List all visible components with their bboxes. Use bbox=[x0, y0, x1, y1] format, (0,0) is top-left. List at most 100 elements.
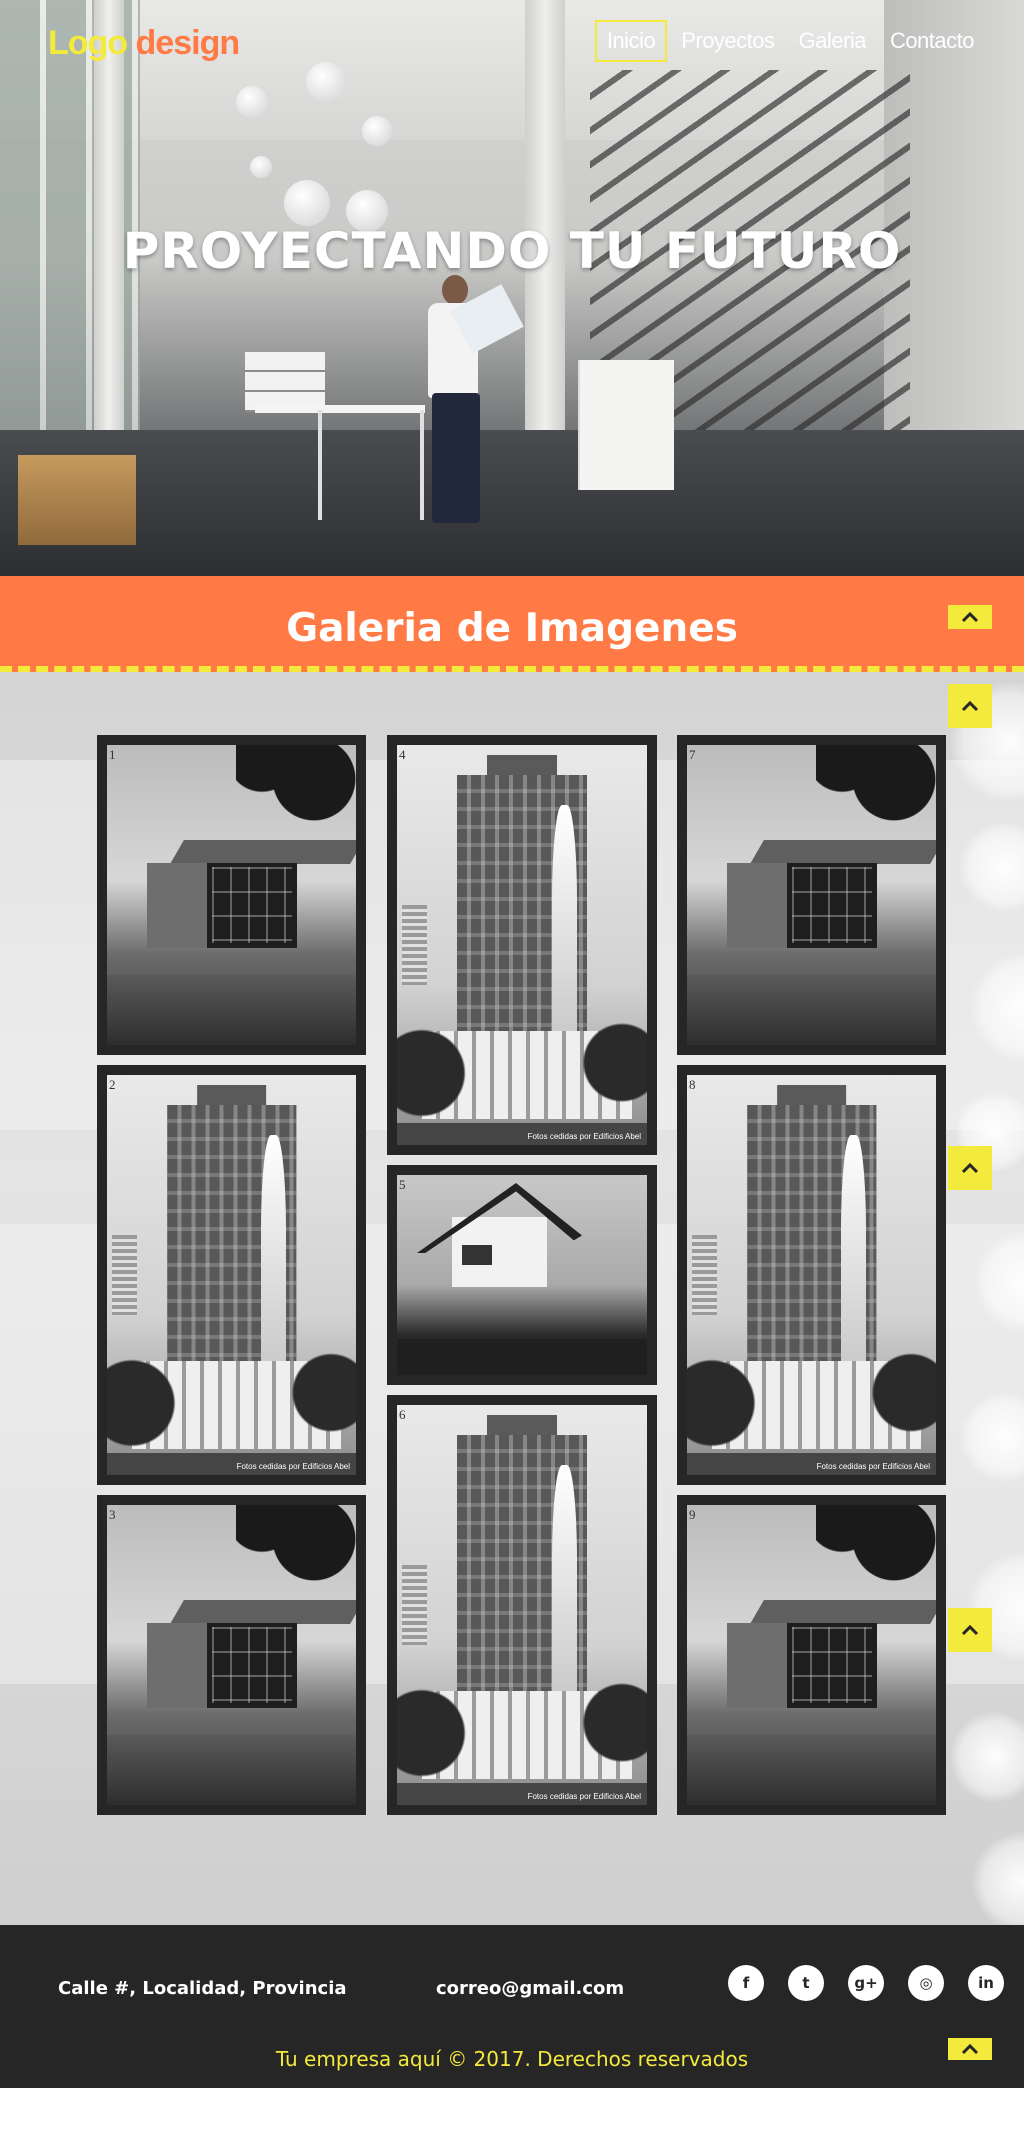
gallery-image-5[interactable]: 5 bbox=[387, 1165, 657, 1385]
facebook-icon[interactable]: f bbox=[728, 1965, 764, 2001]
pendant-lamp bbox=[346, 190, 388, 232]
desk-leg bbox=[318, 410, 322, 520]
ground bbox=[107, 1735, 356, 1805]
street bbox=[107, 1453, 356, 1475]
hero-column bbox=[525, 0, 565, 440]
photo-credit: Fotos cedidas por Edificios Abel bbox=[236, 1462, 350, 1471]
roof bbox=[170, 1600, 356, 1624]
image-number: 6 bbox=[399, 1407, 406, 1422]
person-head bbox=[442, 275, 468, 305]
logo[interactable]: Logo design bbox=[48, 24, 240, 63]
person-legs bbox=[432, 393, 480, 523]
tower-photo: 4 Fotos cedidas por Edificios Abel bbox=[397, 745, 647, 1145]
roof bbox=[750, 1600, 936, 1624]
tower-spine bbox=[261, 1135, 287, 1375]
side-building bbox=[111, 1235, 137, 1315]
gallery-image-6[interactable]: 6 Fotos cedidas por Edificios Abel bbox=[387, 1395, 657, 1815]
ground bbox=[107, 975, 356, 1045]
nav-inicio[interactable]: Inicio bbox=[594, 20, 668, 62]
pendant-lamp bbox=[306, 62, 346, 102]
photo-credit: Fotos cedidas por Edificios Abel bbox=[527, 1132, 641, 1141]
gallery-image-9[interactable]: 9 bbox=[677, 1495, 946, 1815]
photo-credit: Fotos cedidas por Edificios Abel bbox=[816, 1462, 930, 1471]
house-photo: 7 bbox=[687, 745, 936, 1045]
image-number: 9 bbox=[689, 1507, 696, 1522]
image-number: 4 bbox=[399, 747, 406, 762]
ground bbox=[397, 1339, 647, 1375]
house-box bbox=[727, 1623, 877, 1708]
twitter-icon[interactable]: t bbox=[788, 1965, 824, 2001]
bokeh-light bbox=[960, 822, 1024, 912]
gallery-image-7[interactable]: 7 bbox=[677, 735, 946, 1055]
nav-proyectos[interactable]: Proyectos bbox=[681, 28, 775, 53]
hero-section: PROYECTANDO TU FUTURO bbox=[0, 0, 1024, 576]
pendant-lamp bbox=[250, 156, 272, 178]
hero-desk bbox=[255, 405, 425, 413]
bokeh-light bbox=[972, 1832, 1024, 1925]
glass-facade bbox=[792, 867, 872, 943]
footer-email[interactable]: correo@gmail.com bbox=[436, 1978, 625, 1999]
pendant-lamp bbox=[236, 86, 268, 118]
house-window bbox=[462, 1245, 492, 1265]
side-building bbox=[691, 1235, 717, 1315]
roof bbox=[170, 840, 356, 864]
house-box bbox=[147, 1623, 297, 1708]
trees bbox=[236, 1505, 356, 1605]
image-number: 7 bbox=[689, 747, 696, 762]
scroll-top-button[interactable] bbox=[948, 1146, 992, 1190]
trees bbox=[107, 1351, 356, 1455]
image-number: 5 bbox=[399, 1177, 406, 1192]
gallery-image-3[interactable]: 3 bbox=[97, 1495, 366, 1815]
google-plus-icon[interactable]: g+ bbox=[848, 1965, 884, 2001]
gallery-image-4[interactable]: 4 Fotos cedidas por Edificios Abel bbox=[387, 735, 657, 1155]
hero-cabinet bbox=[578, 360, 674, 490]
chevron-up-icon bbox=[961, 2043, 979, 2055]
gallery-section: 1 2 Fotos cedidas por Edificios Abel 3 4… bbox=[0, 672, 1024, 1925]
tower-spine bbox=[552, 1465, 577, 1705]
bokeh-light bbox=[950, 1712, 1024, 1802]
gallery-image-8[interactable]: 8 Fotos cedidas por Edificios Abel bbox=[677, 1065, 946, 1485]
glass-facade bbox=[212, 1627, 292, 1703]
nav-contacto[interactable]: Contacto bbox=[889, 28, 975, 53]
gallery-image-2[interactable]: 2 Fotos cedidas por Edificios Abel bbox=[97, 1065, 366, 1485]
trees bbox=[397, 1681, 647, 1785]
image-number: 3 bbox=[109, 1507, 116, 1522]
scroll-top-button[interactable] bbox=[948, 684, 992, 728]
ground bbox=[687, 975, 936, 1045]
hero-column bbox=[94, 0, 124, 440]
scroll-top-button[interactable] bbox=[948, 2038, 992, 2060]
nav-galeria[interactable]: Galeria bbox=[798, 28, 867, 53]
side-building bbox=[402, 1565, 427, 1645]
image-number: 8 bbox=[689, 1077, 696, 1092]
image-number: 1 bbox=[109, 747, 116, 762]
linkedin-icon[interactable]: in bbox=[968, 1965, 1004, 2001]
logo-word-1: Logo bbox=[48, 24, 128, 62]
trees bbox=[236, 745, 356, 845]
gallery-title: Galeria de Imagenes bbox=[286, 606, 738, 651]
chevron-up-icon bbox=[961, 1624, 979, 1636]
house-photo: 9 bbox=[687, 1505, 936, 1805]
house-photo: 3 bbox=[107, 1505, 356, 1805]
hero-bookshelf bbox=[245, 352, 325, 412]
scroll-top-button[interactable] bbox=[948, 605, 992, 629]
gallery-image-1[interactable]: 1 bbox=[97, 735, 366, 1055]
pendant-lamp bbox=[362, 116, 392, 146]
scroll-top-button[interactable] bbox=[948, 1608, 992, 1652]
tower-photo: 6 Fotos cedidas por Edificios Abel bbox=[397, 1405, 647, 1805]
chevron-up-icon bbox=[961, 700, 979, 712]
image-number: 2 bbox=[109, 1077, 116, 1092]
hero-bench bbox=[18, 455, 136, 545]
footer-address: Calle #, Localidad, Provincia bbox=[58, 1978, 347, 1999]
tower-spine bbox=[552, 805, 577, 1045]
footer-copyright: Tu empresa aquí © 2017. Derechos reserva… bbox=[275, 2047, 749, 2071]
modern-house-photo: 5 bbox=[397, 1175, 647, 1375]
hero-floor bbox=[0, 430, 1024, 576]
street bbox=[687, 1453, 936, 1475]
hero-person bbox=[418, 275, 524, 535]
house-box bbox=[727, 863, 877, 948]
house-photo: 1 bbox=[107, 745, 356, 1045]
bokeh-light bbox=[960, 1392, 1024, 1482]
gallery-header: Galeria de Imagenes bbox=[0, 576, 1024, 672]
photo-credit: Fotos cedidas por Edificios Abel bbox=[527, 1792, 641, 1801]
instagram-icon[interactable]: ◎ bbox=[908, 1965, 944, 2001]
